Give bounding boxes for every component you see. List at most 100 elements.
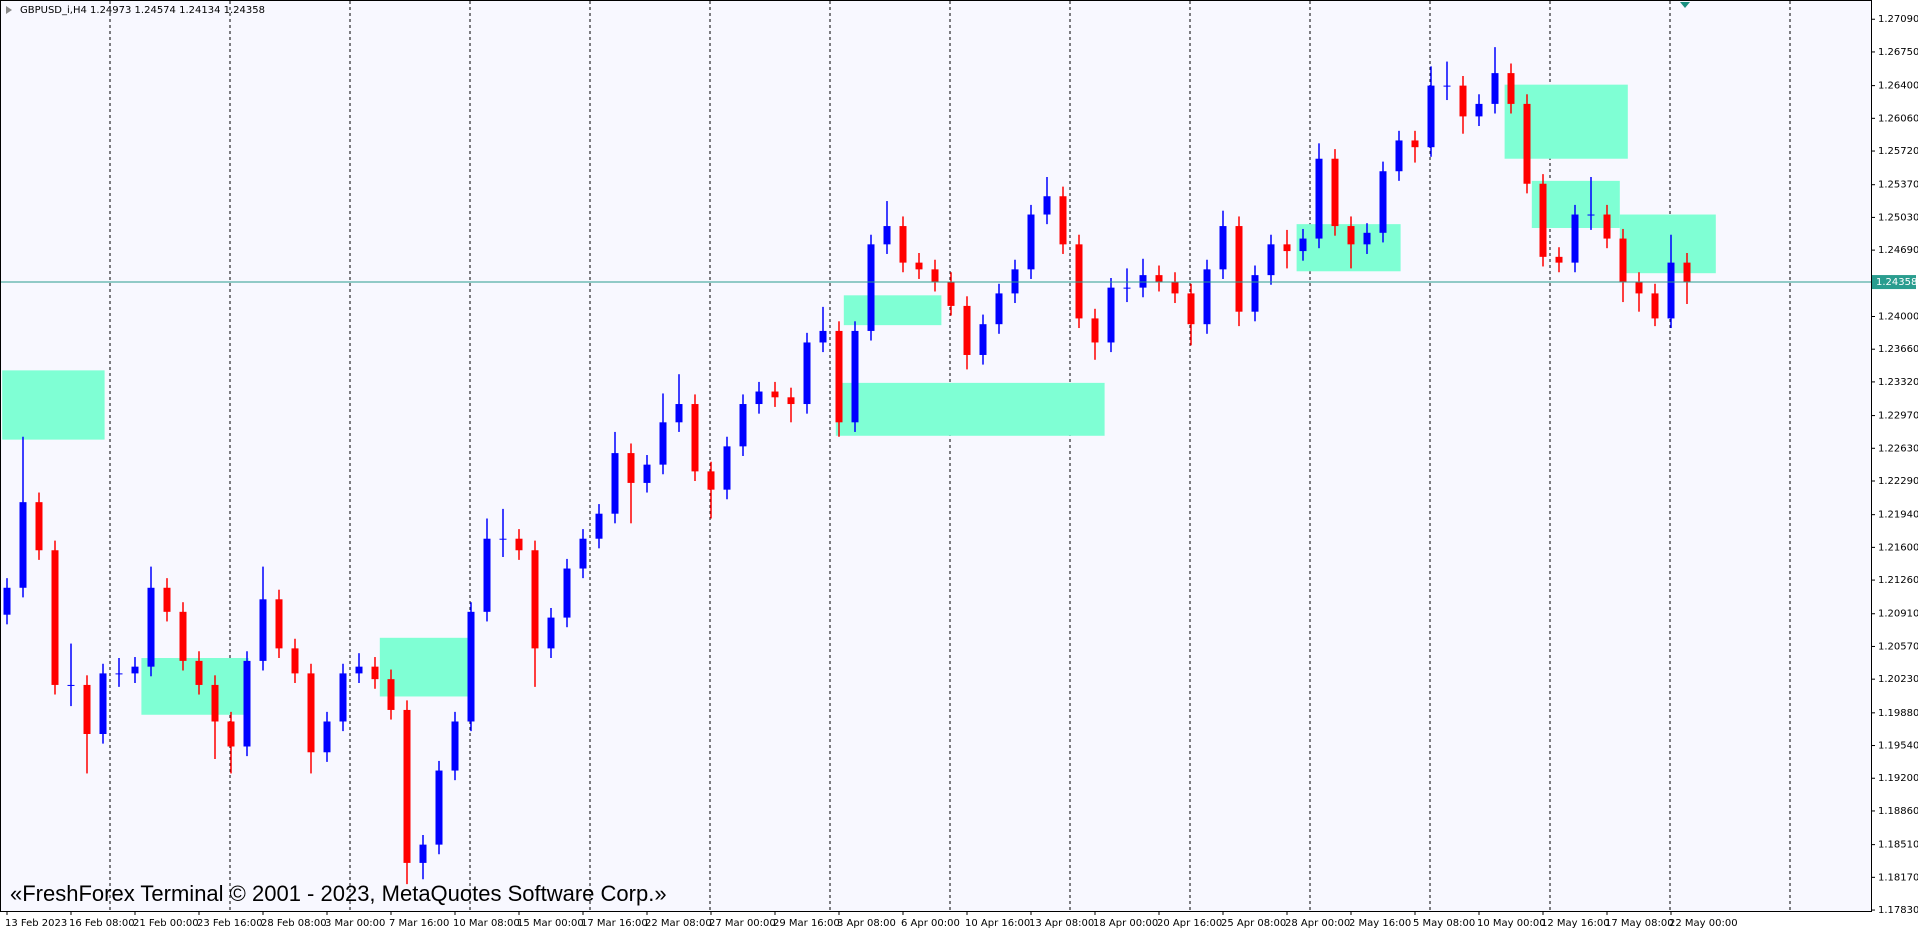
candle-body: [947, 281, 955, 306]
candle-body: [915, 262, 923, 270]
candle-body: [275, 599, 283, 649]
candle-body: [1187, 293, 1195, 325]
candle-body: [83, 684, 91, 734]
candle-body: [195, 660, 203, 685]
x-tick-label: 16 Feb 08:00: [69, 918, 135, 929]
y-tick-label: 1.20910: [1878, 609, 1918, 620]
candle-body: [643, 464, 651, 483]
candle-body: [659, 422, 667, 465]
x-tick-label: 12 May 16:00: [1541, 918, 1610, 929]
x-tick-label: 10 Mar 08:00: [453, 918, 520, 929]
candle-body: [243, 660, 251, 747]
x-tick-label: 2 May 16:00: [1349, 918, 1411, 929]
candle-body: [1267, 244, 1275, 276]
candle-body: [179, 611, 187, 661]
x-tick-label: 21 Feb 00:00: [133, 918, 199, 929]
candle-body: [259, 599, 267, 661]
candle-body: [1491, 73, 1499, 104]
candle-body: [1027, 214, 1035, 270]
candle-body: [3, 587, 11, 615]
candle-body: [355, 666, 363, 674]
marker: [1680, 2, 1690, 8]
y-tick-label: 1.17830: [1878, 905, 1918, 916]
y-tick-label: 1.26750: [1878, 47, 1918, 58]
candle-body: [1123, 287, 1131, 289]
candle-body: [435, 770, 443, 845]
x-tick-label: 17 Mar 16:00: [581, 918, 648, 929]
candle-body: [835, 330, 843, 423]
candle-body: [899, 226, 907, 263]
x-tick-label: 27 Mar 00:00: [709, 918, 776, 929]
bid-label: 1.24358: [1876, 277, 1917, 288]
y-tick-label: 1.25370: [1878, 180, 1918, 191]
candle-body: [1539, 183, 1547, 257]
candle-body: [739, 404, 747, 447]
zone: [2, 370, 105, 440]
y-tick-label: 1.27090: [1878, 14, 1918, 25]
y-tick-label: 1.26060: [1878, 113, 1918, 124]
x-tick-label: 6 Apr 00:00: [901, 918, 960, 929]
candle-body: [1171, 281, 1179, 294]
candle-body: [499, 538, 507, 540]
y-tick-label: 1.20570: [1878, 641, 1918, 652]
candle-body: [1475, 103, 1483, 117]
x-tick-label: 10 May 00:00: [1477, 918, 1546, 929]
candle-body: [1331, 158, 1339, 227]
candle-body: [147, 587, 155, 667]
x-tick-label: 22 May 00:00: [1669, 918, 1738, 929]
x-tick-label: 20 Apr 16:00: [1157, 918, 1222, 929]
candle-body: [1251, 275, 1259, 312]
candle-body: [1379, 171, 1387, 233]
candle-body: [99, 673, 107, 734]
candle-body: [1363, 232, 1371, 245]
y-tick-label: 1.20230: [1878, 674, 1918, 685]
y-tick-label: 1.18170: [1878, 872, 1918, 883]
candle-body: [1459, 85, 1467, 117]
candle-body: [67, 684, 75, 686]
candle-body: [1043, 196, 1051, 215]
candle-body: [1155, 275, 1163, 282]
zone: [141, 657, 249, 715]
candle-body: [771, 391, 779, 398]
candle-body: [1011, 269, 1019, 294]
candle-body: [1603, 214, 1611, 239]
candle-body: [931, 269, 939, 282]
candle-body: [1683, 262, 1691, 282]
x-tick-label: 3 Mar 00:00: [325, 918, 385, 929]
candle-body: [1667, 262, 1675, 319]
candle-body: [595, 513, 603, 539]
watermark: «FreshForex Terminal © 2001 - 2023, Meta…: [10, 881, 667, 906]
candle-body: [883, 226, 891, 245]
candle-body: [131, 666, 139, 674]
candle-body: [323, 721, 331, 753]
candle-body: [707, 471, 715, 490]
y-tick-label: 1.26400: [1878, 81, 1918, 92]
candle-body: [115, 673, 123, 675]
candle-body: [419, 844, 427, 863]
candle-body: [1283, 244, 1291, 252]
candle-body: [1091, 318, 1099, 343]
candle-body: [35, 502, 43, 551]
y-tick-label: 1.22970: [1878, 411, 1918, 422]
y-tick-label: 1.24690: [1878, 245, 1918, 256]
title-icon: [6, 6, 12, 14]
candle-body: [723, 446, 731, 490]
candle-body: [1139, 275, 1147, 288]
candle-body: [755, 391, 763, 405]
y-tick-label: 1.22630: [1878, 443, 1918, 454]
candle-body: [403, 709, 411, 863]
y-tick-label: 1.24000: [1878, 311, 1918, 322]
axes: 1.27090 1.26750 1.26400 1.26060 1.25720 1.253…: [1, 14, 1918, 929]
candle-body: [1059, 196, 1067, 245]
candle-body: [371, 666, 379, 680]
zone: [379, 637, 471, 697]
x-tick-label: 13 Apr 08:00: [1029, 918, 1094, 929]
candle-body: [1443, 85, 1451, 87]
candle-body: [1075, 244, 1083, 319]
candle-body: [1587, 214, 1595, 216]
candle-body: [867, 244, 875, 331]
y-tick-label: 1.19880: [1878, 708, 1918, 719]
candle-body: [691, 404, 699, 472]
y-tick-label: 1.18860: [1878, 806, 1918, 817]
